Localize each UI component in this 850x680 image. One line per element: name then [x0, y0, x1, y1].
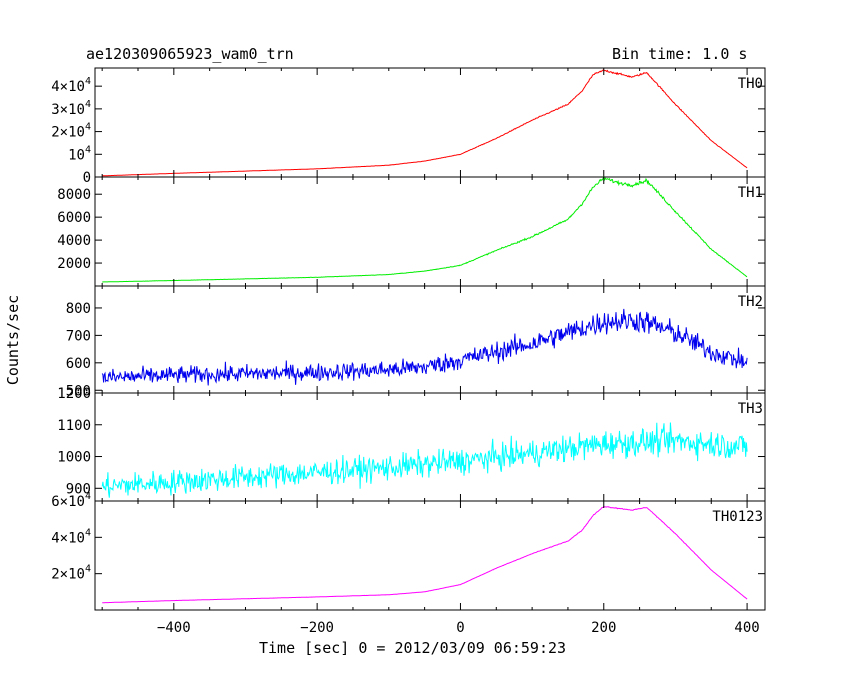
series-line-th0123 [102, 506, 748, 604]
x-tick-label: −400 [157, 620, 191, 636]
x-tick-label: 200 [591, 620, 616, 636]
y-tick-label-th2: 600 [66, 356, 91, 372]
panel-frame-th0123 [94, 500, 766, 611]
y-tick-label-th2: 700 [66, 328, 91, 344]
panel-frame-th0 [94, 67, 766, 178]
x-tick-label: 0 [456, 620, 464, 636]
y-tick-label-th0123: 2×104 [51, 564, 91, 583]
y-tick-label-th0: 3×104 [51, 99, 91, 118]
y-tick-label-th0: 0 [83, 170, 91, 186]
y-tick-label-th3: 1000 [57, 450, 91, 466]
y-tick-label-th3: 1100 [57, 418, 91, 434]
series-line-th1 [102, 175, 748, 283]
panel-label-th1: TH1 [738, 185, 763, 201]
y-tick-label-th3: 1200 [57, 386, 91, 402]
x-tick-label: 400 [734, 620, 759, 636]
panel-frame-th1 [94, 176, 766, 287]
y-tick-label-th0: 2×104 [51, 122, 91, 141]
panel-label-th2: TH2 [738, 294, 763, 310]
x-axis-label: Time [sec] 0 = 2012/03/09 06:59:23 [259, 639, 567, 657]
y-tick-label-th1: 8000 [57, 187, 91, 203]
y-tick-label-th3: 900 [66, 481, 91, 497]
y-tick-label-th0: 104 [68, 144, 91, 163]
bin-time-label: Bin time: 1.0 s [612, 45, 748, 63]
y-tick-label-th1: 2000 [57, 256, 91, 272]
y-tick-label-th0123: 4×104 [51, 527, 91, 546]
series-line-th0 [102, 69, 748, 177]
panel-label-th0: TH0 [738, 76, 763, 92]
y-tick-label-th1: 6000 [57, 210, 91, 226]
chart-title: ae120309065923_wam0_trn [86, 45, 294, 63]
y-tick-label-th2: 500 [66, 383, 91, 399]
panel-label-th3: TH3 [738, 401, 763, 417]
y-tick-label-th2: 800 [66, 301, 91, 317]
series-line-th2 [101, 308, 748, 386]
y-tick-label-th0: 4×104 [51, 76, 91, 95]
x-tick-label: −200 [300, 620, 334, 636]
series-line-th3 [101, 422, 748, 498]
y-tick-label-th0123: 6×104 [51, 491, 91, 510]
y-tick-label-th1: 4000 [57, 233, 91, 249]
panel-label-th0123: TH0123 [712, 509, 763, 525]
